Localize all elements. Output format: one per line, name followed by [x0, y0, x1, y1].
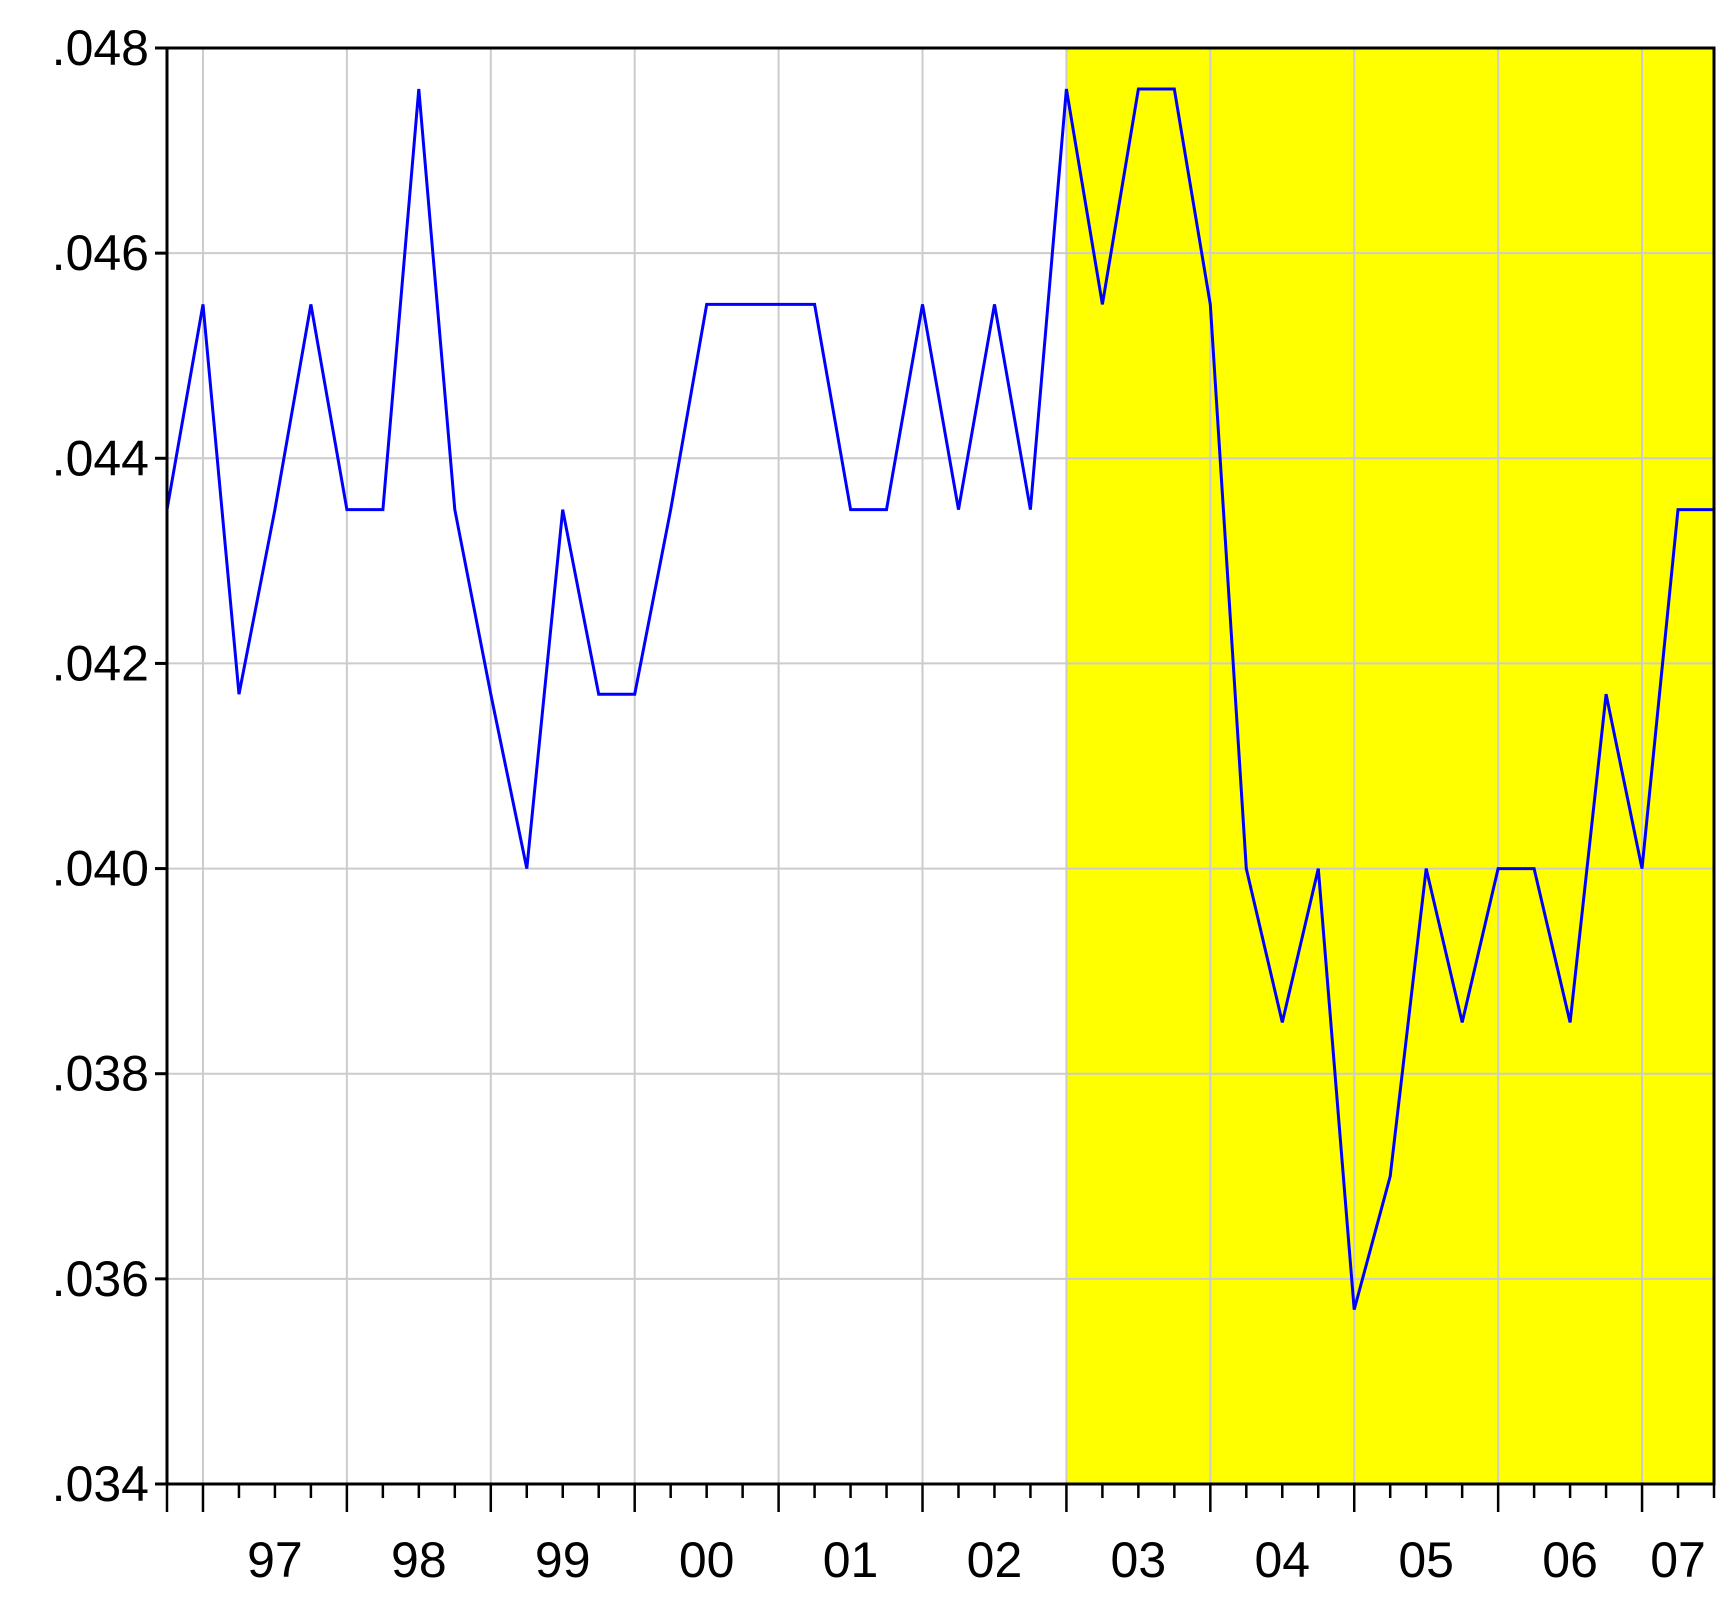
- x-tick-label: 04: [1254, 1532, 1310, 1588]
- series-line: [165, 87, 1714, 1310]
- plot-highlight-band: [1066, 48, 1714, 1484]
- x-tick-label: 97: [247, 1532, 303, 1588]
- x-tick-label: 07: [1650, 1532, 1706, 1588]
- y-tick-label: .040: [52, 841, 149, 897]
- y-axis: .034 .036 .038 .040 .042 .044 .046 .048: [52, 20, 167, 1512]
- x-tick-label: 98: [391, 1532, 447, 1588]
- plot-frame: [165, 46, 1716, 1486]
- y-tick-label: .036: [52, 1251, 149, 1307]
- x-tick-label: 01: [823, 1532, 879, 1588]
- y-tick-label: .044: [52, 430, 149, 486]
- y-tick-label: .034: [52, 1456, 149, 1512]
- x-tick-label: 06: [1542, 1532, 1598, 1588]
- x-tick-label: 00: [679, 1532, 735, 1588]
- x-tick-label: 03: [1111, 1532, 1167, 1588]
- y-tick-label: .048: [52, 20, 149, 76]
- x-tick-label: 02: [967, 1532, 1023, 1588]
- y-tick-label: .038: [52, 1046, 149, 1102]
- y-tick-label: .042: [52, 635, 149, 691]
- x-tick-label: 05: [1398, 1532, 1454, 1588]
- x-axis: 97 98 99 00 01 02 03 04 05 06 07: [165, 1484, 1716, 1588]
- x-tick-label: 99: [535, 1532, 591, 1588]
- grid-lines: [167, 47, 1714, 1485]
- y-tick-label: .046: [52, 225, 149, 281]
